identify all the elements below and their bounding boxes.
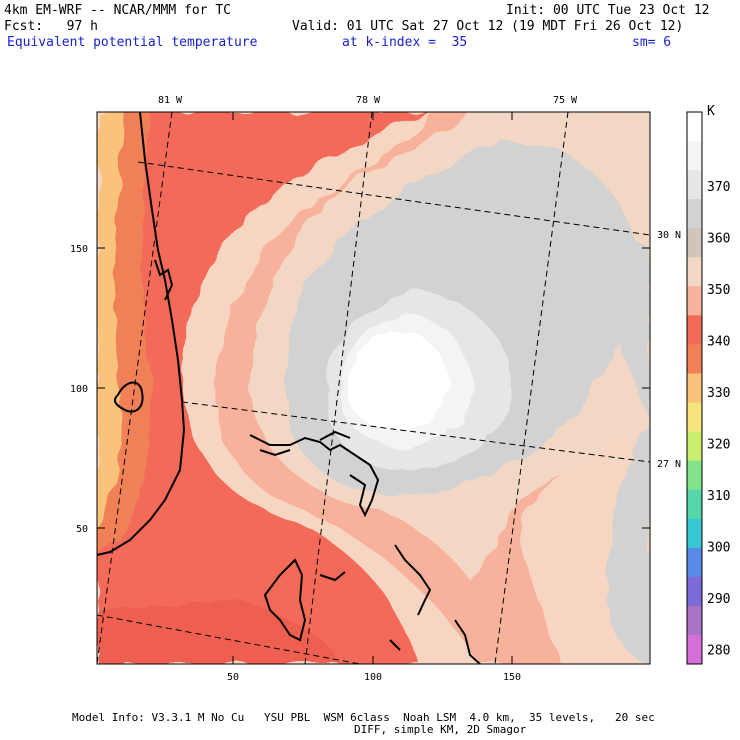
- lon-label-78w: 78 W: [356, 95, 381, 106]
- colorbar-swatch: [687, 286, 702, 316]
- theta-e-338-south: [97, 600, 340, 664]
- lat-label-30n: 30 N: [657, 230, 681, 241]
- y-tick-50: 50: [76, 524, 88, 535]
- theta-e-355-east: [570, 220, 650, 664]
- colorbar-label: 320: [707, 438, 730, 453]
- x-tick-50: 50: [227, 672, 239, 683]
- colorbar-swatch: [687, 460, 702, 491]
- colorbar-label: 300: [707, 541, 730, 556]
- colorbar-label: 340: [707, 335, 730, 350]
- colorbar-label: 360: [707, 232, 730, 247]
- colorbar-swatch: [687, 518, 702, 549]
- colorbar-swatch: [687, 199, 702, 229]
- colorbar-label: 310: [707, 489, 730, 504]
- colorbar-label: 370: [707, 180, 730, 195]
- theta-e-325-region: [97, 112, 125, 530]
- y-tick-150: 150: [70, 244, 88, 255]
- smoothing-info: sm= 6: [632, 35, 672, 50]
- colorbar-swatch: [687, 315, 702, 345]
- latlon-grid: [97, 112, 650, 664]
- field-name: Equivalent potential temperature: [7, 35, 258, 50]
- colorbar: [687, 112, 702, 665]
- colorbar-swatch: [687, 605, 702, 636]
- y-tick-100: 100: [70, 384, 88, 395]
- colorbar-swatch: [687, 634, 702, 665]
- colorbar-label: 330: [707, 386, 730, 401]
- lon-label-81w: 81 W: [158, 95, 183, 106]
- x-tick-100: 100: [364, 672, 382, 683]
- lat-label-27n: 27 N: [657, 459, 681, 470]
- colorbar-swatch: [687, 170, 702, 200]
- colorbar-labels: 370 360 350 340 330 320 310 300 290 280: [707, 180, 730, 659]
- colorbar-swatch: [687, 141, 702, 171]
- colorbar-frame: [686, 111, 703, 665]
- colorbar-label: 350: [707, 283, 730, 298]
- colorbar-swatch: [687, 402, 702, 433]
- colorbar-swatch: [687, 547, 702, 578]
- forecast-hour: Fcst: 97 h: [4, 19, 98, 34]
- map-area: [97, 112, 650, 664]
- x-tick-150: 150: [503, 672, 521, 683]
- level-info: at k-index = 35: [342, 35, 468, 50]
- valid-time: Valid: 01 UTC Sat 27 Oct 12 (19 MDT Fri …: [292, 19, 684, 34]
- init-time: Init: 00 UTC Tue 23 Oct 12: [506, 3, 710, 18]
- model-title: 4km EM-WRF -- NCAR/MMM for TC: [4, 3, 231, 18]
- colorbar-swatch: [687, 489, 702, 520]
- coastlines: [97, 112, 481, 664]
- storm-core-370-region: [347, 329, 449, 431]
- colorbar-swatch: [687, 576, 702, 607]
- model-info-line2: DIFF, simple KM, 2D Smagor: [354, 723, 527, 736]
- colorbar-unit: K: [707, 104, 715, 119]
- colorbar-swatch: [687, 344, 702, 374]
- model-info-line1: Model Info: V3.3.1 M No Cu YSU PBL WSM 6…: [72, 711, 655, 724]
- frame-ticks: [97, 112, 650, 664]
- colorbar-label: 290: [707, 592, 730, 607]
- colorbar-swatch: [687, 228, 702, 258]
- colorbar-label: 280: [707, 644, 730, 659]
- lon-label-75w: 75 W: [553, 95, 578, 106]
- colorbar-swatch: [687, 112, 702, 142]
- colorbar-swatch: [687, 373, 702, 404]
- colorbar-swatch: [687, 431, 702, 462]
- colorbar-swatch: [687, 257, 702, 287]
